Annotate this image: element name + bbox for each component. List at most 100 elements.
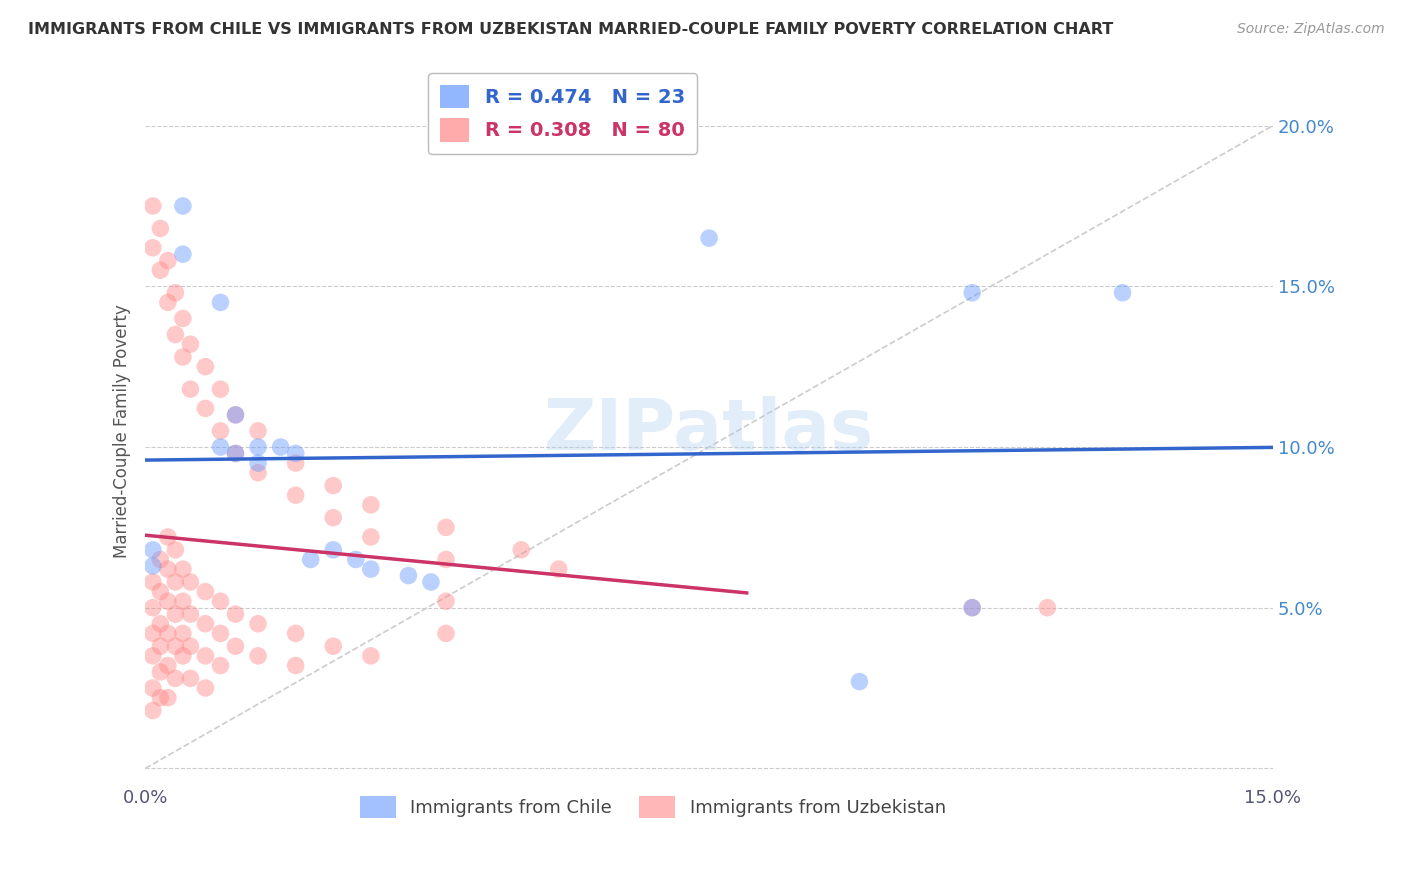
- Point: [165, 672, 187, 686]
- Point: [247, 648, 270, 663]
- Point: [360, 562, 382, 576]
- Point: [156, 690, 179, 705]
- Point: [165, 574, 187, 589]
- Point: [225, 446, 247, 460]
- Point: [179, 607, 201, 621]
- Point: [172, 350, 194, 364]
- Point: [194, 359, 217, 374]
- Point: [848, 674, 870, 689]
- Point: [209, 440, 232, 454]
- Point: [165, 327, 187, 342]
- Point: [284, 488, 307, 502]
- Point: [156, 530, 179, 544]
- Point: [209, 626, 232, 640]
- Point: [360, 648, 382, 663]
- Point: [396, 568, 419, 582]
- Legend: Immigrants from Chile, Immigrants from Uzbekistan: Immigrants from Chile, Immigrants from U…: [353, 789, 953, 825]
- Point: [179, 672, 201, 686]
- Point: [247, 440, 270, 454]
- Point: [172, 311, 194, 326]
- Point: [322, 542, 344, 557]
- Point: [179, 382, 201, 396]
- Point: [172, 626, 194, 640]
- Point: [156, 253, 179, 268]
- Point: [360, 530, 382, 544]
- Point: [225, 408, 247, 422]
- Point: [194, 401, 217, 416]
- Point: [225, 446, 247, 460]
- Point: [165, 285, 187, 300]
- Point: [172, 199, 194, 213]
- Point: [420, 574, 443, 589]
- Point: [434, 552, 457, 566]
- Point: [209, 295, 232, 310]
- Point: [172, 648, 194, 663]
- Point: [194, 584, 217, 599]
- Point: [344, 552, 367, 566]
- Point: [247, 616, 270, 631]
- Point: [172, 247, 194, 261]
- Point: [156, 594, 179, 608]
- Y-axis label: Married-Couple Family Poverty: Married-Couple Family Poverty: [114, 304, 131, 558]
- Point: [510, 542, 533, 557]
- Point: [697, 231, 720, 245]
- Point: [142, 626, 165, 640]
- Point: [156, 295, 179, 310]
- Point: [142, 681, 165, 695]
- Point: [322, 639, 344, 653]
- Point: [194, 648, 217, 663]
- Point: [142, 600, 165, 615]
- Point: [284, 658, 307, 673]
- Point: [149, 584, 172, 599]
- Point: [194, 616, 217, 631]
- Point: [165, 639, 187, 653]
- Point: [284, 626, 307, 640]
- Point: [960, 285, 983, 300]
- Point: [149, 616, 172, 631]
- Point: [960, 600, 983, 615]
- Point: [149, 690, 172, 705]
- Point: [434, 626, 457, 640]
- Point: [194, 681, 217, 695]
- Text: Source: ZipAtlas.com: Source: ZipAtlas.com: [1237, 22, 1385, 37]
- Point: [299, 552, 322, 566]
- Point: [322, 510, 344, 524]
- Point: [165, 542, 187, 557]
- Point: [225, 639, 247, 653]
- Point: [179, 639, 201, 653]
- Point: [270, 440, 292, 454]
- Point: [142, 648, 165, 663]
- Point: [209, 658, 232, 673]
- Point: [960, 600, 983, 615]
- Point: [209, 594, 232, 608]
- Point: [179, 574, 201, 589]
- Point: [142, 542, 165, 557]
- Point: [165, 607, 187, 621]
- Text: IMMIGRANTS FROM CHILE VS IMMIGRANTS FROM UZBEKISTAN MARRIED-COUPLE FAMILY POVERT: IMMIGRANTS FROM CHILE VS IMMIGRANTS FROM…: [28, 22, 1114, 37]
- Point: [149, 552, 172, 566]
- Point: [225, 607, 247, 621]
- Text: ZIPatlas: ZIPatlas: [544, 396, 875, 466]
- Point: [156, 562, 179, 576]
- Point: [156, 626, 179, 640]
- Point: [142, 574, 165, 589]
- Point: [179, 337, 201, 351]
- Point: [247, 466, 270, 480]
- Point: [149, 639, 172, 653]
- Point: [172, 594, 194, 608]
- Point: [225, 408, 247, 422]
- Point: [434, 594, 457, 608]
- Point: [322, 478, 344, 492]
- Point: [284, 456, 307, 470]
- Point: [149, 263, 172, 277]
- Point: [247, 456, 270, 470]
- Point: [172, 562, 194, 576]
- Point: [284, 446, 307, 460]
- Point: [142, 241, 165, 255]
- Point: [149, 221, 172, 235]
- Point: [434, 520, 457, 534]
- Point: [360, 498, 382, 512]
- Point: [156, 658, 179, 673]
- Point: [209, 424, 232, 438]
- Point: [1111, 285, 1133, 300]
